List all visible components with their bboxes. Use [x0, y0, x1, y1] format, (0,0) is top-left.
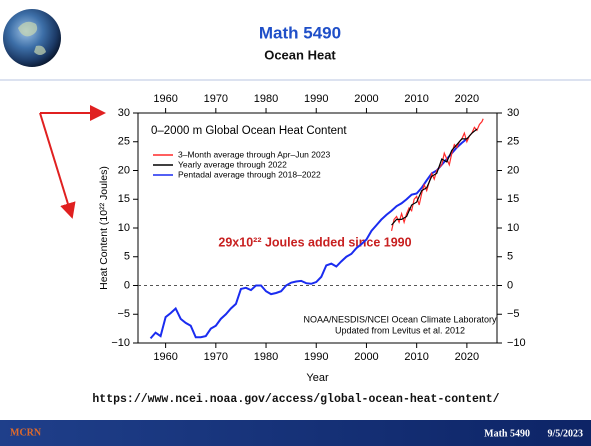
data-line — [149, 138, 468, 340]
x-tick-label: 2020 — [455, 351, 479, 363]
y-tick-label: 10 — [507, 222, 519, 234]
slide-title: Math 5490 — [259, 23, 341, 42]
chart-title: 0–2000 m Global Ocean Heat Content — [151, 125, 347, 137]
y-tick-label: −5 — [507, 308, 520, 320]
x-tick-label: 2000 — [354, 93, 378, 105]
y-tick-label: −10 — [507, 337, 526, 349]
legend-label: Yearly average through 2022 — [178, 159, 287, 169]
x-axis-label: Year — [306, 372, 329, 384]
footer-date: 9/5/2023 — [547, 428, 583, 439]
y-tick-label: 0 — [124, 279, 130, 291]
y-tick-label: 5 — [507, 251, 513, 263]
y-tick-label: 5 — [124, 251, 130, 263]
footer-course: Math 5490 — [484, 428, 530, 439]
x-tick-label: 1990 — [304, 351, 328, 363]
x-tick-label: 2020 — [455, 93, 479, 105]
x-tick-label: 1970 — [204, 93, 228, 105]
footer-bar — [0, 420, 591, 446]
legend-label: Pentadal average through 2018–2022 — [178, 169, 321, 179]
slide-subtitle: Ocean Heat — [264, 47, 336, 62]
annotation: 29x10²² Joules added since 1990 — [218, 235, 411, 249]
arrow — [39, 112, 76, 219]
source-url: https://www.ncei.noaa.gov/access/global-… — [92, 393, 499, 406]
legend-label: 3–Month average through Apr–Jun 2023 — [178, 149, 330, 159]
y-tick-label: 15 — [507, 193, 519, 205]
x-tick-label: 2010 — [404, 351, 428, 363]
y-tick-label: 10 — [118, 222, 130, 234]
y-tick-label: −10 — [111, 337, 130, 349]
x-tick-label: 1970 — [204, 351, 228, 363]
x-tick-label: 2010 — [404, 93, 428, 105]
x-tick-label: 1980 — [254, 351, 278, 363]
data-line — [391, 128, 478, 226]
footer-logo: MCRN — [10, 427, 42, 438]
y-tick-label: 30 — [507, 107, 519, 119]
y-tick-label: 20 — [118, 164, 130, 176]
x-tick-label: 1990 — [304, 93, 328, 105]
y-tick-label: 15 — [118, 193, 130, 205]
y-axis-label: Heat Content (10²² Joules) — [98, 166, 110, 290]
x-tick-label: 1960 — [153, 351, 177, 363]
y-tick-label: 30 — [118, 107, 130, 119]
x-tick-label: 1980 — [254, 93, 278, 105]
earth-icon — [3, 9, 61, 67]
y-tick-label: 25 — [507, 136, 519, 148]
header-bg — [0, 0, 591, 80]
x-tick-label: 2000 — [354, 351, 378, 363]
plot-frame — [137, 112, 498, 344]
y-tick-label: −5 — [117, 308, 130, 320]
note: NOAA/NESDIS/NCEI Ocean Climate Laborator… — [303, 314, 497, 324]
y-tick-label: 25 — [118, 136, 130, 148]
y-tick-label: 20 — [507, 164, 519, 176]
y-tick-label: 0 — [507, 279, 513, 291]
x-tick-label: 1960 — [153, 93, 177, 105]
note: Updated from Levitus et al. 2012 — [335, 325, 465, 335]
chart: 1960196019701970198019801990199020002000… — [98, 93, 526, 384]
earth-land — [18, 21, 46, 55]
